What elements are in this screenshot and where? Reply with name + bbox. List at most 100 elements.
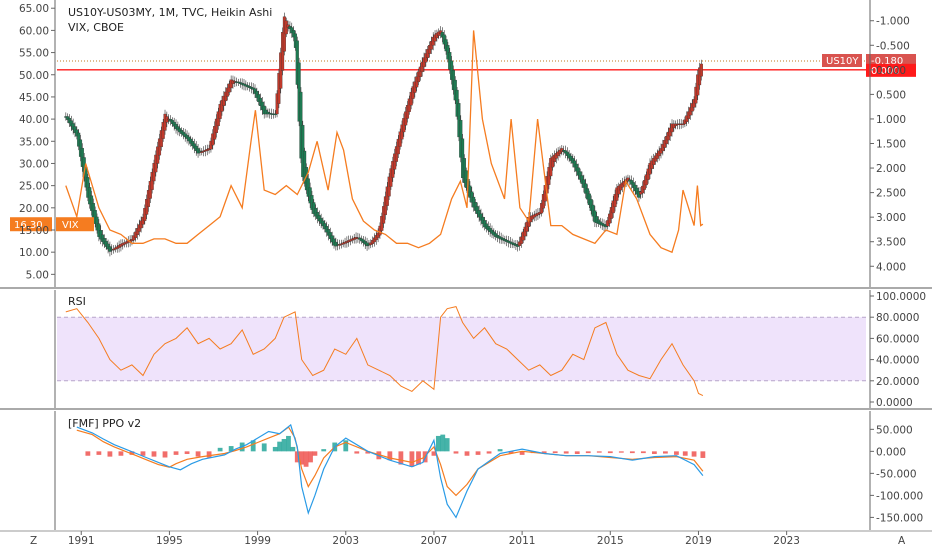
ppo-histogram-bar	[261, 443, 267, 452]
x-tick-label: 2019	[685, 535, 712, 547]
ppo-histogram-bar	[281, 439, 287, 452]
ppo-tick-label: -150.000	[876, 512, 923, 524]
ppo-histogram-bar	[85, 451, 91, 456]
vix-value-bg	[10, 217, 52, 232]
ppo-histogram-bar	[464, 451, 470, 456]
us10y-value-bg	[866, 54, 916, 67]
rsi-tick-label: 100.0000	[876, 291, 926, 303]
right-tick-label: -0.500	[876, 40, 910, 52]
us10y-value: -0.180	[871, 56, 903, 67]
ppo-histogram-bar	[308, 451, 313, 463]
vix-name: VIX	[62, 220, 79, 231]
rsi-tick-label: 20.0000	[876, 376, 919, 388]
left-tick-label: 55.00	[19, 48, 49, 60]
ppo-histogram-bar	[299, 451, 305, 465]
left-tick-label: 20.00	[19, 203, 49, 215]
left-tick-label: 65.00	[19, 3, 49, 15]
right-tick-label: 1.000	[876, 114, 906, 126]
ppo-histogram-bar	[519, 451, 525, 455]
right-tick-label: 0.000	[876, 65, 906, 77]
ppo-histogram-bar	[651, 451, 657, 454]
x-tick-label: 2023	[773, 535, 800, 547]
rsi-tick-label: 80.0000	[876, 312, 919, 324]
x-tick-label: 1999	[244, 535, 271, 547]
ppo-histogram-bar	[585, 451, 591, 454]
axes: 65.00 60.00 55.00 50.00 45.00 40.00 35.00 30.00…	[19, 0, 926, 547]
ppo-histogram-bar	[409, 451, 415, 467]
ppo-histogram-bar	[497, 449, 503, 452]
ppo-histogram-bar	[312, 451, 318, 456]
x-tick-label: 2003	[332, 535, 359, 547]
ppo-histogram-bar	[162, 451, 168, 458]
right-tick-label: 3.000	[876, 212, 906, 224]
ppo-histogram-bar	[387, 451, 393, 461]
ppo-histogram-bar	[107, 451, 113, 457]
candle-body	[699, 63, 703, 77]
labels: US10Y-US03MY, 1M, TVC, Heikin Ashi VIX, …	[30, 6, 906, 547]
ppo-histogram-bar	[563, 451, 569, 454]
candle-body	[337, 244, 342, 246]
x-tick-label: 2007	[421, 535, 448, 547]
ppo-histogram-bar	[286, 435, 291, 452]
rsi-band	[57, 317, 866, 381]
left-tick-label: 50.00	[19, 70, 49, 82]
rsi-tick-label: 40.0000	[876, 355, 919, 367]
ppo-histogram-bar	[228, 446, 234, 452]
main-chart-title: US10Y-US03MY, 1M, TVC, Heikin Ashi	[68, 6, 272, 19]
left-tick-label: 60.00	[19, 25, 49, 37]
candle-body	[200, 151, 204, 153]
ppo-histogram-bar	[431, 451, 437, 456]
right-tick-label: 2.000	[876, 163, 906, 175]
ppo-histogram-bar	[217, 447, 223, 452]
rsi-tick-label: 0.0000	[876, 397, 913, 409]
rsi-title: RSI	[68, 295, 86, 308]
ppo-histogram-bar	[444, 438, 450, 452]
ppo-histogram-bar	[354, 451, 360, 454]
ppo-histogram-bar	[596, 451, 602, 453]
ppo-title: [FMF] PPO v2	[68, 417, 141, 430]
ppo-histogram-bar	[640, 451, 646, 454]
timezone-button[interactable]: Z	[30, 535, 37, 547]
ppo-histogram-bar	[365, 451, 371, 454]
candle-body	[681, 123, 685, 126]
ppo-histogram-bar	[416, 451, 421, 465]
ppo-histogram-bar	[552, 451, 558, 454]
rsi-tick-label: 60.0000	[876, 333, 919, 345]
ppo-histogram-bar	[272, 446, 278, 452]
ppo-tick-label: 50.000	[876, 424, 913, 436]
left-tick-label: 40.00	[19, 114, 49, 126]
auto-scale-button[interactable]: A	[898, 535, 906, 547]
right-tick-label: 3.500	[876, 237, 906, 249]
ppo-histogram-bar	[96, 451, 102, 455]
ppo-signal-line	[76, 423, 704, 519]
ppo-pane	[76, 423, 706, 519]
ppo-histogram-bar	[206, 451, 212, 458]
ppo-histogram-bar	[140, 451, 146, 456]
ppo-histogram-bar	[682, 451, 688, 456]
right-tick-label: 0.500	[876, 89, 906, 101]
ppo-histogram-bar	[343, 440, 349, 452]
ppo-histogram-bar	[151, 451, 157, 457]
left-tick-label: 30.00	[19, 158, 49, 170]
rsi-pane	[65, 306, 704, 397]
zero-label-bg	[866, 63, 916, 77]
zero-label: 0.000	[871, 66, 900, 77]
left-tick-label: 45.00	[19, 92, 49, 104]
candle-body	[112, 248, 116, 251]
right-tick-label: 4.000	[876, 261, 906, 273]
ppo-histogram-bar	[618, 451, 624, 453]
ppo-histogram-bar	[398, 451, 404, 465]
left-tick-label: 25.00	[19, 181, 49, 193]
ppo-histogram-bar	[663, 451, 668, 454]
ppo-histogram-bar	[277, 441, 283, 452]
ppo-histogram-bar	[303, 451, 309, 467]
ppo-tick-label: -100.000	[876, 490, 923, 502]
left-tick-label: 10.00	[19, 247, 49, 259]
left-tick-label: 5.00	[26, 269, 49, 281]
ppo-histogram-bar	[321, 449, 327, 452]
right-tick-label: 2.500	[876, 188, 906, 200]
ppo-histogram-bar	[118, 451, 124, 456]
ppo-histogram-bar	[574, 451, 580, 454]
